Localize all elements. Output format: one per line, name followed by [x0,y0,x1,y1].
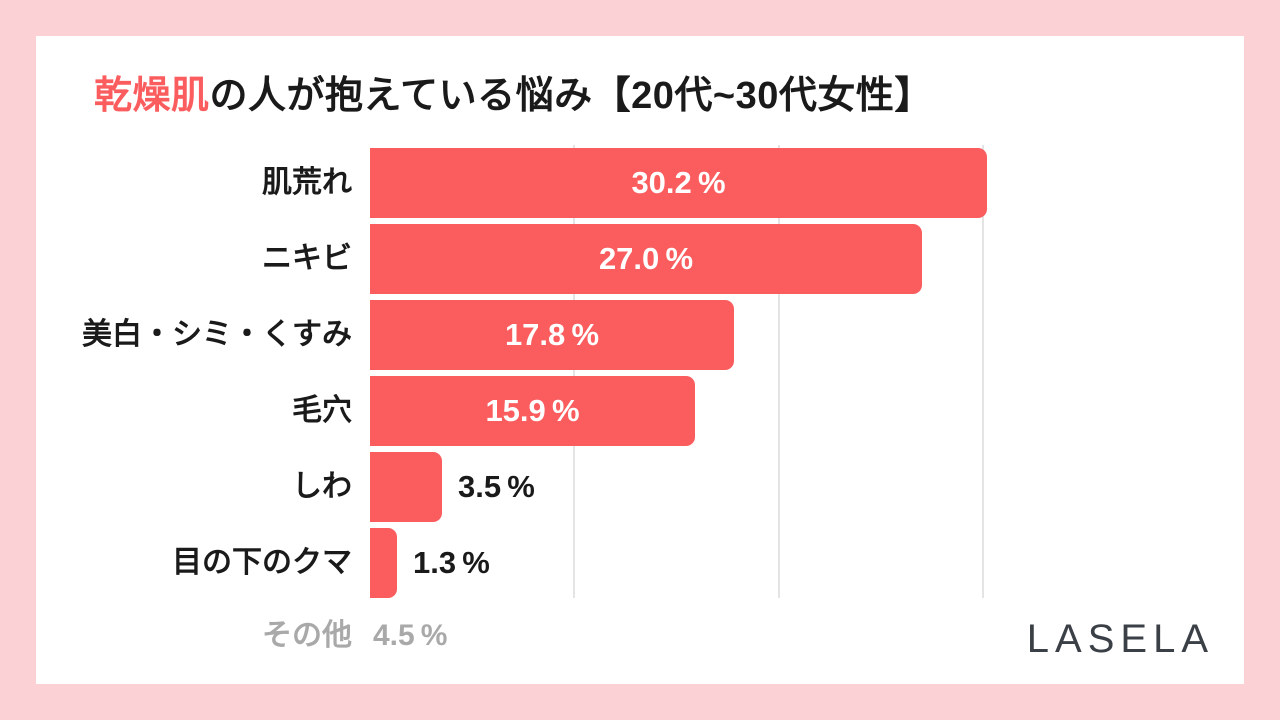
chart-row: 肌荒れ 30.2 % [36,148,1244,218]
category-label-other: その他 [262,619,352,652]
bar [370,300,734,370]
chart-row: しわ 3.5 % [36,452,1244,522]
category-label: 毛穴 [292,394,352,427]
category-label: しわ [292,470,352,503]
bar [370,528,397,598]
chart-row: 目の下のクマ 1.3 % [36,528,1244,598]
value-label: 27.0 % [598,241,694,276]
value-label: 15.9 % [485,393,580,428]
lasela-logo: LASELA [1026,617,1214,661]
category-label: 肌荒れ [262,166,352,199]
value-label: 30.2 % [631,165,726,200]
bar-area: 15.9 % [370,376,1244,446]
value-label: 1.3 % [413,545,490,580]
bar-area: 27.0 % [370,224,1244,294]
bar [370,148,987,218]
bar-area: 3.5 % [370,452,1244,522]
chart-row: ニキビ 27.0 % [36,224,1244,294]
bar [370,452,442,522]
chart-row: 毛穴 15.9 % [36,376,1244,446]
value-label: 17.8 % [504,317,600,352]
chart-card: 乾燥肌の人が抱えている悩み【20代~30代女性】 肌荒れ 30.2 % ニキビ 27.… [36,36,1244,684]
bar [370,376,695,446]
category-label: 目の下のクマ [172,546,352,579]
value-label-other: 4.5 % [373,619,448,652]
value-label: 3.5 % [458,469,535,504]
other-category-row: その他 4.5 % [36,616,447,656]
chart-rows: 肌荒れ 30.2 % ニキビ 27.0 % 美白・シミ・くすみ 17.8 % 毛穴 15.9 … [36,148,1244,604]
bar-area: 30.2 % [370,148,1244,218]
title-main-text: の人が抱えている悩み【20代~30代女性】 [209,75,933,117]
bar-area: 17.8 % [370,300,1244,370]
bar-area: 1.3 % [370,528,1244,598]
category-label: 美白・シミ・くすみ [82,318,352,351]
chart-title: 乾燥肌の人が抱えている悩み【20代~30代女性】 [94,75,933,118]
title-accent-text: 乾燥肌 [94,75,210,117]
bar [370,224,922,294]
category-label: ニキビ [262,242,352,275]
chart-row: 美白・シミ・くすみ 17.8 % [36,300,1244,370]
